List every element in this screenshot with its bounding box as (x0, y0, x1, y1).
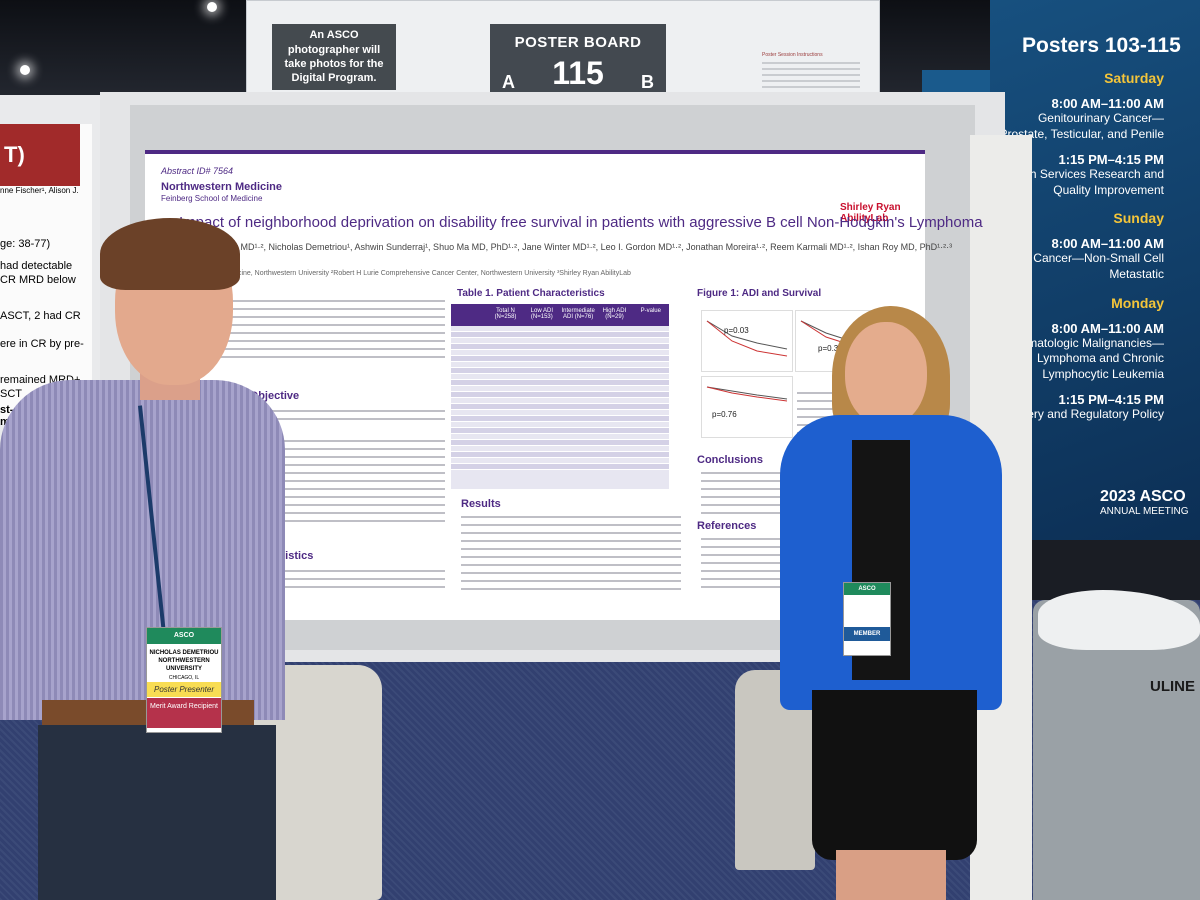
asco-logo: 2023 ASCO (1100, 488, 1186, 505)
schedule-day: Monday (1111, 294, 1164, 311)
characteristics-text (265, 564, 445, 594)
schedule-day: Sunday (1113, 210, 1164, 227)
trash-bag (1038, 590, 1200, 650)
poster-affiliations: of Medicine, Northwestern University ²Ro… (215, 270, 631, 277)
background-text (205, 294, 445, 364)
pvalue-b: p=0.33 (818, 344, 843, 353)
badge-award: Merit Award Recipient (147, 698, 221, 728)
objective-text (265, 404, 445, 426)
methods-text (265, 434, 445, 528)
session-topic: e Delivery and Regulatory Policy (990, 407, 1164, 422)
table-title: Table 1. Patient Characteristics (457, 288, 605, 299)
neighbor-poster-text: ge: 38-77) (0, 238, 51, 250)
woman-face (845, 322, 927, 426)
km-curve-c: p=0.76 (701, 376, 793, 438)
badge-location: CHICAGO, IL (168, 675, 200, 682)
badge-role: Poster Presenter (147, 682, 221, 697)
neighbor-poster-header: T) (0, 124, 80, 186)
neighbor-poster-text: had detectable (0, 260, 73, 272)
woman-legs (836, 850, 946, 900)
pvalue-a: p=0.03 (724, 326, 749, 335)
results-text (461, 510, 681, 596)
poster-authors: urkart MD¹·², Nicholas Demetriou¹, Ashwi… (215, 242, 953, 252)
references-heading: References (697, 520, 757, 532)
session-time: 8:00 AM–11:00 AM (1051, 96, 1164, 111)
table-header: Total N (N=258) Low ADI (N=153) Intermed… (451, 304, 669, 326)
northwestern-logo: Northwestern Medicine (161, 181, 283, 193)
table-header-cell: Intermediate ADI (N=76) (561, 308, 595, 320)
poster-title: Impact of neighborhood deprivation on di… (179, 214, 983, 231)
ceiling-light (207, 2, 217, 12)
man-hair (100, 218, 240, 290)
session-instructions-title: Poster Session Instructions (762, 52, 823, 58)
session-time: 8:00 AM–11:00 AM (1051, 236, 1164, 252)
neighbor-poster: T) nne Fischer¹, Alison J. ge: 38-77) ha… (0, 124, 92, 428)
table-header-cell: Low ADI (N=153) (530, 308, 553, 320)
table-header-cell: High ADI (N=29) (602, 308, 627, 320)
bin-brand: ULINE (1150, 678, 1195, 695)
session-topic: Lung Cancer—Non-Small Cell Metastatic (1003, 251, 1164, 281)
neighbor-poster-text: CR MRD below (0, 274, 76, 286)
badge-name: NICHOLAS DEMETRIOU NORTHWESTERN UNIVERSI… (149, 650, 219, 672)
badge-org: ASCO (844, 583, 890, 595)
conclusions-heading: Conclusions (697, 454, 764, 466)
presenter-badge: ASCO NICHOLAS DEMETRIOU NORTHWESTERN UNI… (146, 627, 222, 733)
asco-logo-sub: ANNUAL MEETING (1100, 506, 1189, 517)
references-text (701, 532, 791, 594)
man-pants (38, 725, 276, 900)
schedule-title: Posters 103-115 (1022, 34, 1181, 57)
side-a-label: A (502, 72, 515, 92)
conclusions-text (701, 466, 791, 520)
badge-org: ASCO (147, 628, 221, 644)
session-time: 8:00 AM–11:00 AM (1051, 320, 1164, 336)
badge-role: MEMBER (844, 627, 890, 641)
session-topic: Health Services Research and Quality Imp… (1001, 167, 1164, 197)
patient-characteristics-table: Total N (N=258) Low ADI (N=153) Intermed… (451, 304, 669, 489)
session-topic: Hematologic Malignancies—Lymphoma and Ch… (1011, 335, 1164, 381)
poster-board-number: 115 (552, 55, 604, 91)
neighbor-poster-text: ASCT, 2 had CR (0, 310, 81, 322)
km-curve-a: p=0.03 (701, 310, 793, 372)
side-b-label: B (641, 72, 654, 92)
session-instructions: Poster Session Instructions (762, 52, 860, 104)
woman-skirt (812, 690, 977, 860)
neighbor-poster-text: SCT (0, 388, 22, 400)
northwestern-sub: Feinberg School of Medicine (161, 194, 263, 203)
figure-title: Figure 1: ADI and Survival (697, 288, 822, 299)
session-time: 1:15 PM–4:15 PM (1058, 392, 1165, 408)
pvalue-c: p=0.76 (712, 410, 737, 419)
session-topic: Genitourinary Cancer—Prostate, Testicula… (999, 111, 1164, 141)
table-header-cell: Total N (N=258) (494, 308, 517, 320)
photographer-notice: An ASCO photographer will take photos fo… (272, 24, 396, 90)
member-badge: ASCO MEMBER (843, 582, 891, 656)
schedule-day: Saturday (1104, 70, 1164, 86)
trash-bin (1033, 600, 1200, 900)
results-heading: Results (461, 498, 501, 510)
session-time: 1:15 PM–4:15 PM (1058, 152, 1165, 168)
table-header-cell: P-value (640, 308, 661, 314)
poster-board-label: POSTER BOARD (514, 34, 642, 51)
abstract-id: Abstract ID# 7564 (161, 166, 234, 176)
neighbor-poster-text: ere in CR by pre- (0, 338, 84, 350)
abilitylab-logo: Shirley Ryan AbilityLab (840, 202, 901, 224)
neighbor-poster-text: nne Fischer¹, Alison J. (0, 186, 79, 195)
ceiling-light (20, 65, 30, 75)
